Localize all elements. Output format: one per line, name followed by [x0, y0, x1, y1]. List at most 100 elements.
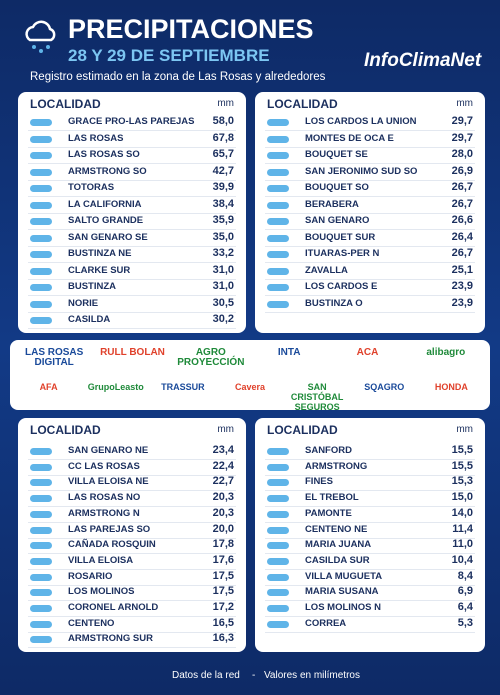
location-name: ARMSTRONG SUR [68, 633, 153, 645]
row-separator [28, 196, 236, 197]
column-header: LOCALIDAD [30, 97, 101, 111]
row-separator [28, 278, 236, 280]
location-name: ARMSTRONG [305, 460, 368, 472]
row-icon [267, 448, 289, 455]
rainfall-value: 16,3 [212, 632, 234, 645]
location-name: EL TREBOL [305, 492, 359, 504]
row-separator [265, 568, 475, 570]
row-icon [267, 135, 289, 143]
sponsor-logo: alibagro [426, 347, 466, 358]
rainfall-value: 15,5 [451, 444, 473, 456]
location-name: VILLA ELOISA NE [68, 476, 149, 488]
sponsor-logo: SAN CRISTÓBAL SEGUROS [290, 382, 344, 412]
row-separator [265, 490, 475, 492]
row-icon [30, 234, 52, 242]
rainfall-value: 22,7 [212, 475, 234, 488]
rainfall-value: 6,9 [457, 585, 473, 598]
row-icon [30, 605, 52, 612]
rainfall-value: 26,7 [451, 197, 473, 210]
rainfall-value: 17,5 [212, 585, 234, 598]
row-separator [28, 179, 236, 181]
row-separator [265, 295, 475, 296]
rainfall-value: 5,3 [457, 616, 473, 629]
row-icon [30, 185, 52, 192]
footer-source: Datos de la red [172, 670, 240, 681]
location-name: ARMSTRONG N [68, 507, 140, 519]
sponsor-logo: TRASSUR [161, 382, 205, 392]
rainfall-value: 23,4 [212, 444, 234, 456]
location-name: LAS ROSAS [68, 132, 124, 144]
rainfall-value: 65,7 [212, 148, 234, 160]
rainfall-value: 15,0 [451, 491, 473, 504]
row-separator [28, 212, 236, 214]
row-icon [267, 495, 289, 503]
sponsor-logo: Cavera [234, 382, 265, 392]
row-icon [30, 152, 52, 159]
row-separator [265, 245, 475, 247]
location-name: LAS ROSAS NO [68, 492, 141, 504]
rainfall-value: 6,4 [457, 601, 473, 613]
location-name: LAS ROSAS SO [68, 149, 140, 160]
row-separator [265, 521, 475, 523]
row-separator [265, 179, 475, 181]
rainfall-value: 25,1 [451, 263, 473, 276]
row-icon [30, 463, 52, 471]
rainfall-value: 20,3 [212, 506, 234, 519]
row-icon [30, 479, 52, 487]
rainfall-value: 17,8 [212, 538, 234, 551]
row-separator [265, 553, 475, 555]
row-icon [267, 251, 289, 258]
row-icon [30, 510, 52, 518]
location-name: MARIA JUANA [305, 539, 372, 551]
row-icon [267, 267, 289, 275]
row-separator [265, 537, 475, 539]
location-name: CASILDA [68, 314, 111, 325]
location-name: BUSTINZA [68, 281, 117, 292]
row-icon [30, 119, 52, 126]
sponsor-logo: GrupoLeasto [87, 382, 144, 392]
sponsor-logo: SQAGRO [364, 382, 405, 392]
location-name: ROSARIO [68, 570, 113, 582]
location-name: BOUQUET SO [305, 182, 369, 193]
rainfall-value: 8,4 [457, 569, 473, 582]
row-separator [28, 163, 236, 164]
rainfall-value: 26,9 [451, 164, 473, 177]
rainfall-value: 31,0 [212, 280, 234, 292]
rainfall-value: 26,7 [451, 247, 473, 259]
rainfall-value: 16,5 [212, 616, 234, 629]
row-separator [28, 262, 236, 263]
row-separator [28, 521, 236, 523]
column-header: mm [217, 424, 234, 435]
location-name: LOS MOLINOS N [305, 602, 381, 613]
row-separator [28, 146, 236, 148]
row-separator [28, 616, 236, 617]
row-icon [267, 185, 289, 192]
location-name: GRACE PRO-LAS PAREJAS [68, 116, 195, 127]
row-separator [265, 163, 475, 164]
row-separator [265, 196, 475, 197]
location-name: SAN GENARO SE [68, 231, 148, 243]
location-name: LOS CARDOS LA UNION [305, 116, 417, 127]
sponsor-logo: AGRO PROYECCIÓN [177, 347, 245, 368]
rainfall-value: 58,0 [212, 115, 234, 127]
row-icon [30, 218, 52, 225]
rainfall-value: 15,3 [451, 475, 473, 488]
row-icon [30, 317, 52, 324]
location-name: SANFORD [305, 445, 352, 456]
row-separator [28, 295, 236, 296]
location-name: CENTENO [68, 617, 115, 629]
location-name: PAMONTE [305, 507, 352, 519]
row-icon [267, 605, 289, 612]
location-name: MARIA SUSANA [305, 586, 379, 598]
rainfall-value: 23,9 [451, 280, 473, 292]
sponsor-logo: RULL BOLAN [100, 347, 165, 358]
footer-separator: - [252, 670, 256, 681]
table-panel [18, 418, 246, 652]
location-name: VILLA MUGUETA [305, 570, 383, 582]
location-name: CORREA [305, 617, 347, 629]
column-header: LOCALIDAD [267, 423, 338, 437]
column-header: mm [456, 98, 473, 109]
sponsor-panel [10, 340, 490, 410]
rainfall-value: 42,7 [212, 164, 234, 177]
